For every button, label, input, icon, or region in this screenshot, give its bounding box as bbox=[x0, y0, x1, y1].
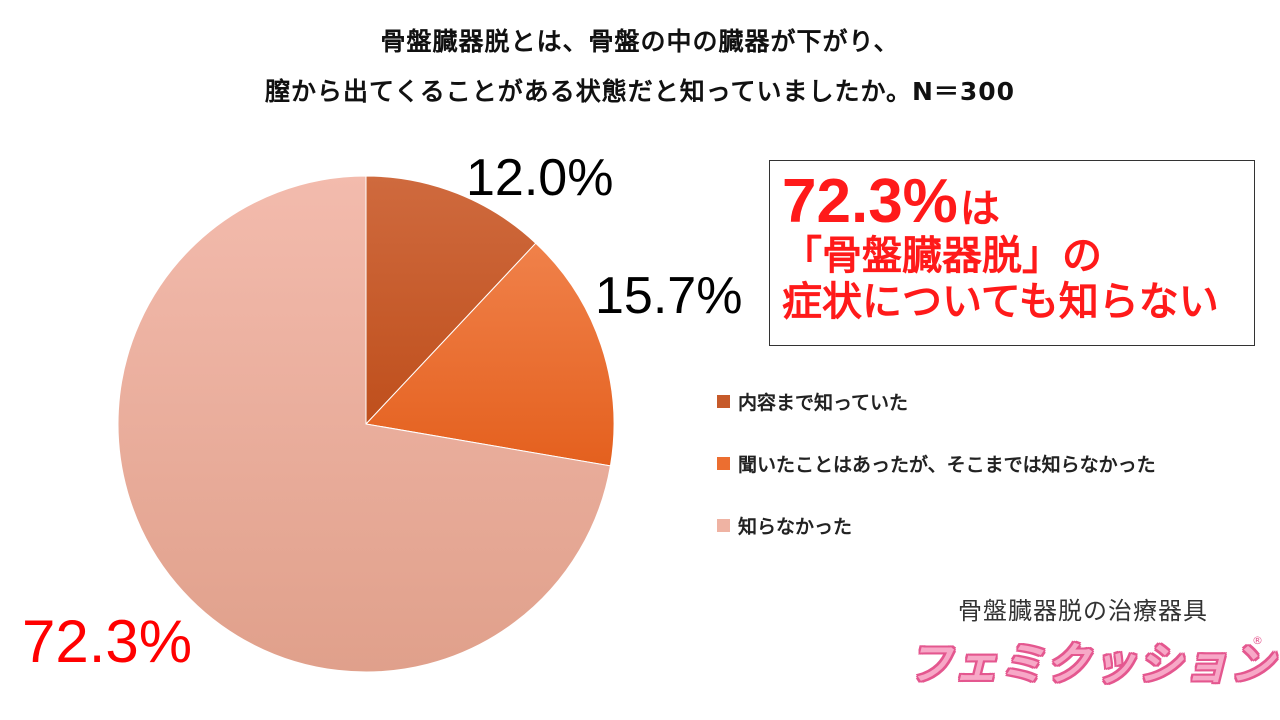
callout-line-3: 症状についても知らない bbox=[782, 279, 1219, 325]
legend-swatch-did-not-know bbox=[717, 518, 730, 532]
legend-label-knew-content: 内容まで知っていた bbox=[738, 391, 909, 414]
pie-slice-heard-but-not-details bbox=[364, 242, 615, 467]
pie-slice-did-not-know bbox=[117, 175, 612, 673]
callout-line-2: 「骨盤臓器脱」の bbox=[782, 233, 1102, 279]
chart-legend: 内容まで知っていた 聞いたことはあったが、そこまでは知らなかった 知らなかった bbox=[717, 386, 1156, 572]
legend-swatch-heard-but-not-details bbox=[717, 456, 730, 470]
pie-slice-knew-content bbox=[365, 175, 537, 426]
brand-logo: フェミクッション bbox=[908, 639, 1276, 690]
callout-particle: は bbox=[959, 186, 1000, 232]
highlight-callout-box: 72.3% は 「骨盤臓器脱」の 症状についても知らない bbox=[769, 160, 1255, 346]
slice-value-label-heard-but-not-details: 15.7% bbox=[595, 267, 743, 325]
legend-item-heard-but-not-details: 聞いたことはあったが、そこまでは知らなかった bbox=[717, 448, 1156, 478]
callout-percentage: 72.3% bbox=[782, 167, 958, 236]
chart-title-line-1: 骨盤臓器脱とは、骨盤の中の臓器が下がり、 bbox=[380, 27, 900, 56]
registered-mark: ® bbox=[1252, 634, 1263, 647]
brand-subtitle: 骨盤臓器脱の治療器具 bbox=[958, 597, 1208, 625]
legend-item-did-not-know: 知らなかった bbox=[717, 510, 1156, 540]
chart-title-line-2: 膣から出てくることがある状態だと知っていましたか。N＝300 bbox=[264, 77, 1016, 106]
slice-value-label-did-not-know: 72.3% bbox=[22, 608, 193, 675]
legend-label-did-not-know: 知らなかった bbox=[738, 515, 853, 538]
legend-label-heard-but-not-details: 聞いたことはあったが、そこまでは知らなかった bbox=[738, 453, 1156, 476]
slice-value-label-knew-content: 12.0% bbox=[466, 149, 614, 207]
legend-swatch-knew-content bbox=[717, 394, 730, 408]
callout-headline: 72.3% は bbox=[782, 171, 1254, 233]
legend-item-knew-content: 内容まで知っていた bbox=[717, 386, 1156, 416]
